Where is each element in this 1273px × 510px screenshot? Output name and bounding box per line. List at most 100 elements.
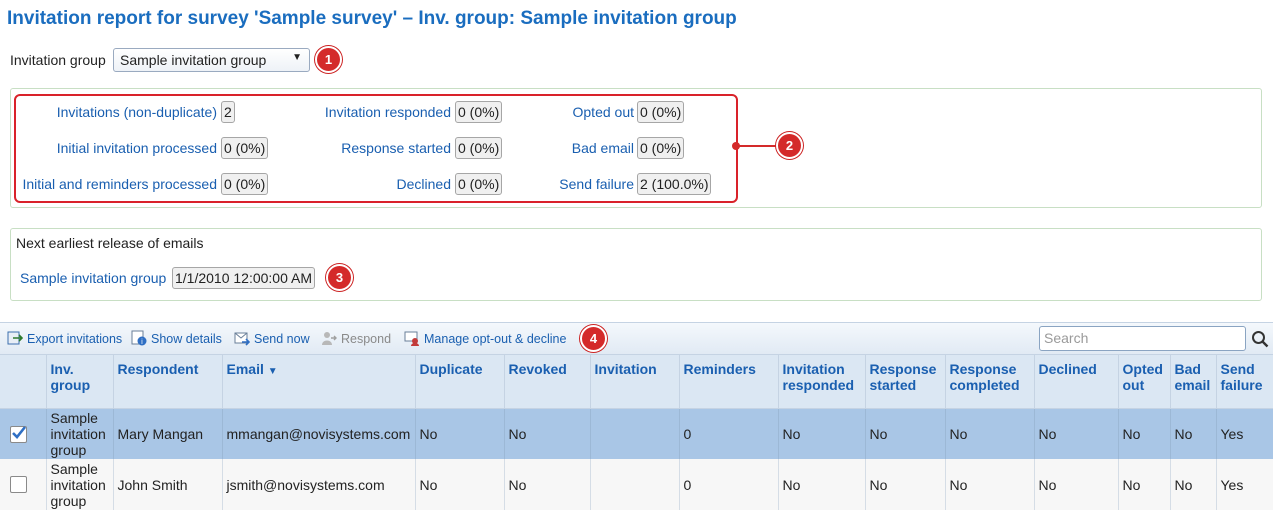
cell-revoked: No xyxy=(503,408,590,459)
header-send-failure[interactable]: Send failure xyxy=(1215,355,1273,409)
send-now-icon xyxy=(234,332,250,346)
stat-response-started-value: 0 (0%) xyxy=(455,137,503,159)
stat-send-failure-value: 2 (100.0%) xyxy=(637,173,712,195)
checkmark-icon xyxy=(12,425,27,439)
header-email[interactable]: Email ▼ xyxy=(221,355,415,409)
respond-button[interactable]: Respond xyxy=(341,332,392,346)
header-declined[interactable]: Declined xyxy=(1033,355,1118,409)
cell-declined: No xyxy=(1033,459,1118,510)
header-select xyxy=(0,355,46,409)
cell-revoked: No xyxy=(503,459,590,510)
callout-marker-4: 4 xyxy=(580,325,607,352)
cell-reminders: 0 xyxy=(678,459,778,510)
table-row[interactable]: Sample invitation group Mary Mangan mman… xyxy=(0,408,1273,459)
stat-invitations-nondup-label: Invitations (non-duplicate) xyxy=(56,104,217,120)
header-inv-group[interactable]: Inv. group xyxy=(45,355,113,409)
stat-response-started-label: Response started xyxy=(341,140,451,156)
stat-invitation-responded-label: Invitation responded xyxy=(324,104,451,120)
manage-opt-out-icon xyxy=(404,331,419,346)
cell-invitation xyxy=(589,459,679,510)
stat-send-failure-label: Send failure xyxy=(559,176,634,192)
cell-response-completed: No xyxy=(944,408,1034,459)
stat-bad-email-value: 0 (0%) xyxy=(637,137,685,159)
row-select-cell[interactable] xyxy=(0,408,46,459)
cell-invitation xyxy=(589,408,679,459)
stat-initial-reminders-label: Initial and reminders processed xyxy=(22,176,217,192)
cell-invitation-responded: No xyxy=(777,408,865,459)
cell-reminders: 0 xyxy=(678,408,778,459)
table-row[interactable]: Sample invitation group John Smith jsmit… xyxy=(0,459,1273,510)
cell-opted-out: No xyxy=(1117,408,1170,459)
invitations-table: Inv. group Respondent Email ▼ Duplicate … xyxy=(0,355,1273,510)
cell-invitation-responded: No xyxy=(777,459,865,510)
cell-inv-group: Sample invitation group xyxy=(45,459,113,510)
stat-invitation-responded-value: 0 (0%) xyxy=(455,101,503,123)
stat-initial-processed-value: 0 (0%) xyxy=(221,137,269,159)
header-response-started[interactable]: Response started xyxy=(864,355,945,409)
callout-connector-dot xyxy=(732,142,740,150)
dropdown-arrow-icon: ▼ xyxy=(292,52,302,63)
release-group-label: Sample invitation group xyxy=(20,270,167,286)
header-duplicate[interactable]: Duplicate xyxy=(414,355,504,409)
header-response-completed[interactable]: Response completed xyxy=(944,355,1034,409)
invitation-group-select[interactable]: Sample invitation group ▼ xyxy=(113,48,310,72)
export-icon xyxy=(7,331,23,345)
header-reminders[interactable]: Reminders xyxy=(678,355,778,409)
invitation-group-selected: Sample invitation group xyxy=(120,52,267,68)
cell-send-failure: Yes xyxy=(1215,459,1273,510)
cell-inv-group: Sample invitation group xyxy=(45,408,113,459)
stats-panel xyxy=(10,88,1262,208)
header-invitation[interactable]: Invitation xyxy=(589,355,679,409)
cell-email: mmangan@novisystems.com xyxy=(221,408,415,459)
stat-invitations-nondup-value: 2 xyxy=(221,101,235,123)
header-opted-out[interactable]: Opted out xyxy=(1117,355,1170,409)
cell-response-completed: No xyxy=(944,459,1034,510)
search-placeholder: Search xyxy=(1044,330,1089,346)
stat-opted-out-value: 0 (0%) xyxy=(637,101,685,123)
header-email-label: Email xyxy=(226,361,264,377)
send-now-button[interactable]: Send now xyxy=(254,332,310,346)
cell-respondent: Mary Mangan xyxy=(112,408,222,459)
show-details-button[interactable]: Show details xyxy=(151,332,222,346)
row-checkbox-unchecked[interactable] xyxy=(10,476,27,494)
stat-initial-reminders-value: 0 (0%) xyxy=(221,173,269,195)
cell-declined: No xyxy=(1033,408,1118,459)
search-input[interactable]: Search xyxy=(1039,326,1246,351)
cell-respondent: John Smith xyxy=(112,459,222,510)
cell-duplicate: No xyxy=(414,459,504,510)
callout-marker-2: 2 xyxy=(776,132,803,159)
row-select-cell[interactable] xyxy=(0,459,46,510)
stat-declined-value: 0 (0%) xyxy=(455,173,503,195)
header-bad-email[interactable]: Bad email xyxy=(1169,355,1216,409)
cell-send-failure: Yes xyxy=(1215,408,1273,459)
cell-duplicate: No xyxy=(414,408,504,459)
table-header-row: Inv. group Respondent Email ▼ Duplicate … xyxy=(0,355,1273,409)
header-respondent[interactable]: Respondent xyxy=(112,355,222,409)
export-invitations-button[interactable]: Export invitations xyxy=(27,332,123,346)
cell-bad-email: No xyxy=(1169,459,1216,510)
cell-response-started: No xyxy=(864,459,945,510)
page-title: Invitation report for survey 'Sample sur… xyxy=(7,8,737,29)
cell-bad-email: No xyxy=(1169,408,1216,459)
sort-desc-icon: ▼ xyxy=(267,366,278,377)
release-title: Next earliest release of emails xyxy=(16,235,204,251)
cell-response-started: No xyxy=(864,408,945,459)
cell-email: jsmith@novisystems.com xyxy=(221,459,415,510)
show-details-icon: i xyxy=(131,330,147,346)
stat-bad-email-label: Bad email xyxy=(571,140,634,156)
header-revoked[interactable]: Revoked xyxy=(503,355,590,409)
stat-opted-out-label: Opted out xyxy=(572,104,635,120)
manage-opt-out-decline-button[interactable]: Manage opt-out & decline xyxy=(424,332,567,346)
respond-icon xyxy=(322,332,337,345)
stat-initial-processed-label: Initial invitation processed xyxy=(56,140,217,156)
release-datetime-value: 1/1/2010 12:00:00 AM xyxy=(172,267,315,289)
callout-connector-line xyxy=(738,145,776,147)
invitation-group-label: Invitation group xyxy=(10,52,106,68)
callout-marker-1: 1 xyxy=(315,46,342,73)
search-icon[interactable] xyxy=(1251,330,1269,348)
stat-declined-label: Declined xyxy=(396,176,451,192)
header-invitation-responded[interactable]: Invitation responded xyxy=(777,355,865,409)
cell-opted-out: No xyxy=(1117,459,1170,510)
callout-marker-3: 3 xyxy=(326,264,353,291)
row-checkbox-checked[interactable] xyxy=(10,425,27,443)
